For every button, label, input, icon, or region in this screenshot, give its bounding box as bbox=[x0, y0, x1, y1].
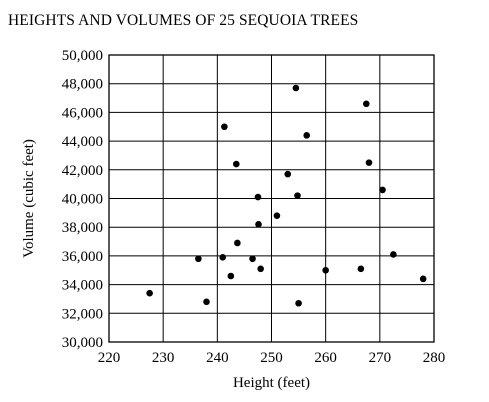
x-axis-ticks: 220 230 240 250 260 270 280 bbox=[98, 350, 446, 366]
data-point bbox=[379, 186, 386, 194]
x-axis-label: Height (feet) bbox=[233, 375, 310, 391]
y-axis-ticks: 30,000 32,000 34,000 36,000 38,000 40,000 42,0… bbox=[62, 48, 103, 351]
data-point bbox=[362, 100, 370, 108]
data-point bbox=[255, 221, 262, 228]
chart-title: HEIGHTS AND VOLUMES OF 25 SEQUOIA TREES bbox=[8, 12, 359, 29]
data-point bbox=[195, 255, 202, 263]
y-tick-label: 46,000 bbox=[62, 105, 103, 121]
y-tick-label: 50,000 bbox=[62, 48, 103, 64]
x-tick-label: 280 bbox=[423, 350, 446, 366]
data-point bbox=[294, 192, 301, 199]
data-point bbox=[303, 132, 311, 139]
grid bbox=[108, 54, 435, 343]
data-point bbox=[221, 123, 228, 131]
y-tick-label: 48,000 bbox=[62, 77, 103, 93]
data-point bbox=[232, 160, 240, 168]
data-point bbox=[257, 265, 264, 273]
x-tick-label: 240 bbox=[206, 350, 229, 366]
plot-frame bbox=[108, 54, 435, 343]
x-tick-label: 270 bbox=[369, 350, 392, 366]
data-point bbox=[365, 159, 373, 166]
data-points bbox=[146, 84, 427, 307]
y-tick-label: 40,000 bbox=[62, 192, 103, 208]
data-point bbox=[357, 265, 365, 273]
x-tick-label: 220 bbox=[98, 350, 121, 366]
data-point bbox=[203, 298, 210, 306]
y-tick-label: 32,000 bbox=[62, 306, 103, 322]
x-tick-label: 260 bbox=[314, 350, 337, 366]
y-axis-label: Volume (cubic feet) bbox=[21, 139, 37, 258]
data-point bbox=[234, 239, 241, 247]
data-point bbox=[227, 272, 235, 280]
y-tick-label: 30,000 bbox=[62, 335, 103, 351]
x-tick-label: 250 bbox=[260, 350, 283, 366]
data-point bbox=[219, 254, 227, 261]
data-point bbox=[254, 193, 262, 201]
data-point bbox=[249, 255, 256, 263]
data-point bbox=[322, 266, 329, 274]
y-tick-label: 34,000 bbox=[62, 278, 103, 294]
y-tick-label: 36,000 bbox=[62, 249, 103, 265]
y-tick-label: 42,000 bbox=[62, 163, 103, 179]
data-point bbox=[295, 299, 302, 307]
x-tick-label: 230 bbox=[152, 350, 175, 366]
y-tick-label: 38,000 bbox=[62, 220, 103, 236]
data-point bbox=[273, 212, 281, 220]
data-point bbox=[146, 289, 153, 297]
data-point bbox=[292, 84, 300, 92]
data-point bbox=[419, 275, 427, 283]
data-point bbox=[390, 251, 397, 258]
y-tick-label: 44,000 bbox=[62, 134, 103, 150]
data-point bbox=[284, 170, 292, 178]
